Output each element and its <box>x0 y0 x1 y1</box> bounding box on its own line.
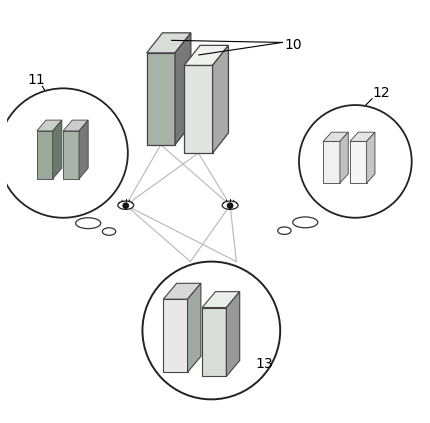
Polygon shape <box>184 66 212 153</box>
Polygon shape <box>37 131 52 179</box>
Polygon shape <box>63 131 79 179</box>
Circle shape <box>0 88 128 218</box>
Polygon shape <box>212 45 228 153</box>
Ellipse shape <box>117 201 133 209</box>
Text: 12: 12 <box>371 86 389 100</box>
Circle shape <box>226 202 233 209</box>
Polygon shape <box>184 45 228 66</box>
Ellipse shape <box>76 218 101 228</box>
Polygon shape <box>146 53 175 145</box>
Polygon shape <box>339 132 347 183</box>
Ellipse shape <box>221 201 237 209</box>
Polygon shape <box>52 120 62 179</box>
Polygon shape <box>226 291 239 376</box>
Circle shape <box>122 202 129 209</box>
Polygon shape <box>79 120 88 179</box>
Polygon shape <box>163 283 200 299</box>
Text: 11: 11 <box>28 73 45 87</box>
Polygon shape <box>37 120 62 131</box>
Polygon shape <box>202 308 226 376</box>
Ellipse shape <box>102 228 116 235</box>
Text: 13: 13 <box>255 357 272 371</box>
Polygon shape <box>175 33 190 145</box>
Polygon shape <box>322 132 347 141</box>
Polygon shape <box>349 141 366 183</box>
Ellipse shape <box>292 217 317 228</box>
Circle shape <box>298 105 411 218</box>
Polygon shape <box>187 283 200 372</box>
Text: 10: 10 <box>284 38 301 52</box>
Polygon shape <box>146 33 190 53</box>
Polygon shape <box>63 120 88 131</box>
Polygon shape <box>322 141 339 183</box>
Polygon shape <box>202 291 239 308</box>
Ellipse shape <box>277 227 290 234</box>
Polygon shape <box>349 132 374 141</box>
Polygon shape <box>163 299 187 372</box>
Circle shape <box>142 261 280 399</box>
Polygon shape <box>366 132 374 183</box>
